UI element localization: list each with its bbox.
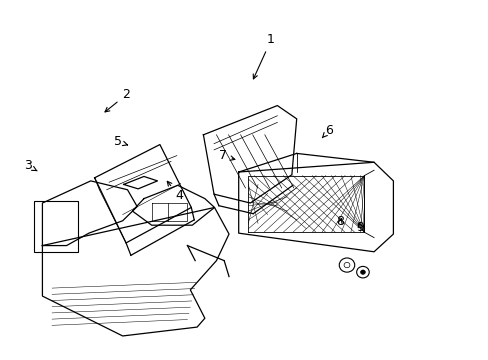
Text: 5: 5 <box>114 135 127 148</box>
Bar <box>34 201 78 252</box>
Text: 9: 9 <box>356 221 364 234</box>
Text: 7: 7 <box>218 149 234 162</box>
Circle shape <box>360 270 365 274</box>
Text: 6: 6 <box>322 124 332 138</box>
Text: 1: 1 <box>253 33 274 79</box>
Text: 2: 2 <box>105 89 130 112</box>
Text: 4: 4 <box>167 181 183 202</box>
Text: 8: 8 <box>336 215 344 228</box>
Text: 3: 3 <box>24 159 37 172</box>
